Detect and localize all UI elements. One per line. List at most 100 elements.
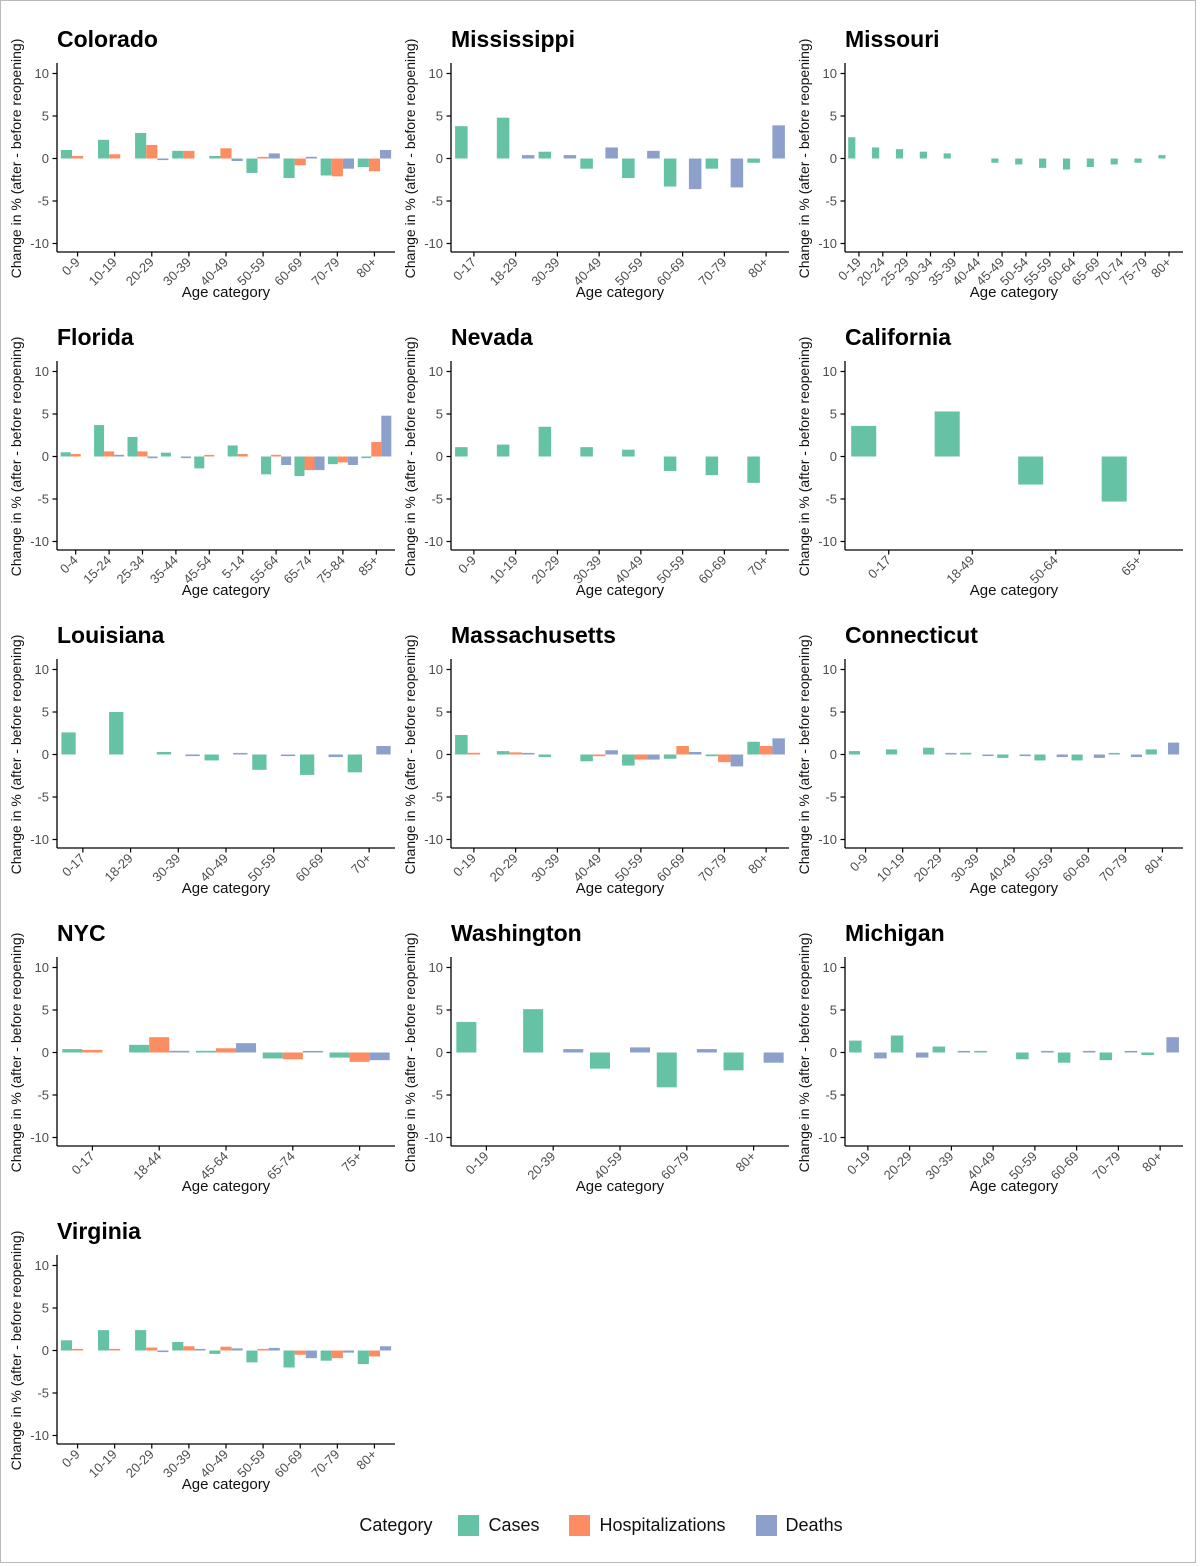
bar-cases <box>357 1350 369 1365</box>
bar-cases <box>1158 155 1166 159</box>
x-tick-label: 80+ <box>1148 255 1174 281</box>
panel-michigan: Michigan Change in % (after - before reop… <box>796 920 1183 1195</box>
x-tick-label: 30-39 <box>528 851 562 885</box>
bar-cases <box>97 139 110 159</box>
y-tick-label: -10 <box>818 1130 837 1145</box>
bar-deaths <box>185 754 200 757</box>
y-tick-label: -10 <box>30 1130 49 1145</box>
legend-swatch-hospitalizations <box>569 1514 591 1536</box>
bar-deaths <box>688 158 702 190</box>
y-tick-label: 0 <box>830 449 837 464</box>
bar-cases <box>320 1350 332 1361</box>
bar-cases <box>747 741 760 755</box>
y-axis-title: Change in % (after - before reopening) <box>8 39 24 279</box>
y-tick-label: 5 <box>42 1003 49 1018</box>
x-tick-label: 80+ <box>745 851 771 877</box>
bar-deaths <box>236 1043 257 1053</box>
bar-cases <box>160 452 171 457</box>
bar-deaths <box>342 1350 355 1353</box>
y-axis-title: Change in % (after - before reopening) <box>402 635 418 875</box>
y-tick-label: 5 <box>830 407 837 422</box>
bar-cases <box>1108 752 1120 755</box>
bar-cases <box>1018 456 1044 485</box>
y-tick-label: 0 <box>830 1045 837 1060</box>
bar-deaths <box>314 456 325 471</box>
panel-california: California Change in % (after - before re… <box>796 324 1183 599</box>
bar-cases <box>960 752 972 755</box>
x-tick-label: 0-9 <box>455 553 479 577</box>
y-tick-label: 10 <box>823 960 837 975</box>
bar-hospitalizations <box>304 456 315 471</box>
bar-hospitalizations <box>257 1348 269 1351</box>
bar-deaths <box>874 1052 887 1059</box>
y-axis-title: Change in % (after - before reopening) <box>796 337 812 577</box>
bar-cases <box>294 456 305 477</box>
legend-item-cases: Cases <box>458 1514 539 1536</box>
bar-cases <box>872 147 880 159</box>
bar-deaths <box>380 1346 392 1351</box>
bar-cases <box>974 1050 987 1053</box>
bar-cases <box>747 158 760 163</box>
bar-cases <box>327 456 338 465</box>
y-tick-label: 5 <box>830 109 837 124</box>
bar-cases <box>848 137 856 159</box>
bar-hospitalizations <box>331 1350 343 1359</box>
bar-cases <box>622 449 635 457</box>
y-tick-label: -5 <box>431 1088 443 1103</box>
panel-massachusetts: Massachusetts Change in % (after - before… <box>402 622 789 897</box>
bar-deaths <box>982 754 994 757</box>
y-axis-title: Change in % (after - before reopening) <box>402 337 418 577</box>
bar-cases <box>663 158 677 187</box>
y-tick-label: 0 <box>436 747 443 762</box>
bar-deaths <box>157 158 169 161</box>
x-tick-label: 15-24 <box>80 553 114 587</box>
bar-cases <box>934 411 960 457</box>
bar-deaths <box>647 150 660 159</box>
bar-deaths <box>268 153 280 159</box>
y-axis-title: Change in % (after - before reopening) <box>796 39 812 279</box>
bar-deaths <box>281 456 292 465</box>
legend-items: Cases Hospitalizations Deaths <box>458 1514 843 1536</box>
bar-hospitalizations <box>146 144 158 159</box>
bar-cases <box>1141 1052 1154 1056</box>
x-tick-label: 70-79 <box>1096 851 1130 885</box>
y-tick-label: 5 <box>42 1301 49 1316</box>
x-tick-label: 0-17 <box>59 851 88 880</box>
x-tick-label: 20-29 <box>911 851 945 885</box>
y-tick-label: -5 <box>431 790 443 805</box>
bar-cases <box>932 1046 946 1053</box>
legend-swatch-cases <box>458 1514 480 1536</box>
bar-cases <box>496 117 510 159</box>
bar-cases <box>283 1350 295 1368</box>
x-tick-label: 0-4 <box>57 553 81 577</box>
bar-cases <box>895 149 904 159</box>
bar-deaths <box>280 754 296 757</box>
x-tick-label: 20-29 <box>123 255 157 289</box>
x-tick-label: 10-19 <box>86 255 120 289</box>
bar-hospitalizations <box>109 1348 121 1351</box>
y-tick-label: -5 <box>825 1088 837 1103</box>
bar-cases <box>589 1052 610 1069</box>
bar-hospitalizations <box>183 150 195 159</box>
y-tick-label: -5 <box>37 492 49 507</box>
bar-cases <box>943 153 951 159</box>
y-tick-label: -5 <box>431 194 443 209</box>
bar-hospitalizations <box>337 456 348 463</box>
bar-cases <box>849 1040 862 1053</box>
legend-item-deaths: Deaths <box>755 1514 843 1536</box>
bar-cases <box>851 425 877 457</box>
x-tick-label: 70-79 <box>695 851 729 885</box>
bar-deaths <box>521 752 535 755</box>
bar-deaths <box>376 746 391 755</box>
x-axis-title: Age category <box>576 582 665 599</box>
bar-cases <box>97 1330 110 1351</box>
panel-title: Connecticut <box>845 622 978 648</box>
bar-hospitalizations <box>718 754 731 763</box>
bar-hospitalizations <box>634 754 648 760</box>
bar-deaths <box>369 1052 390 1061</box>
panel-title: Virginia <box>57 1218 141 1244</box>
x-tick-label: 70+ <box>745 553 771 579</box>
y-tick-label: -10 <box>424 534 443 549</box>
bar-cases <box>262 1052 283 1059</box>
y-tick-label: -10 <box>30 832 49 847</box>
